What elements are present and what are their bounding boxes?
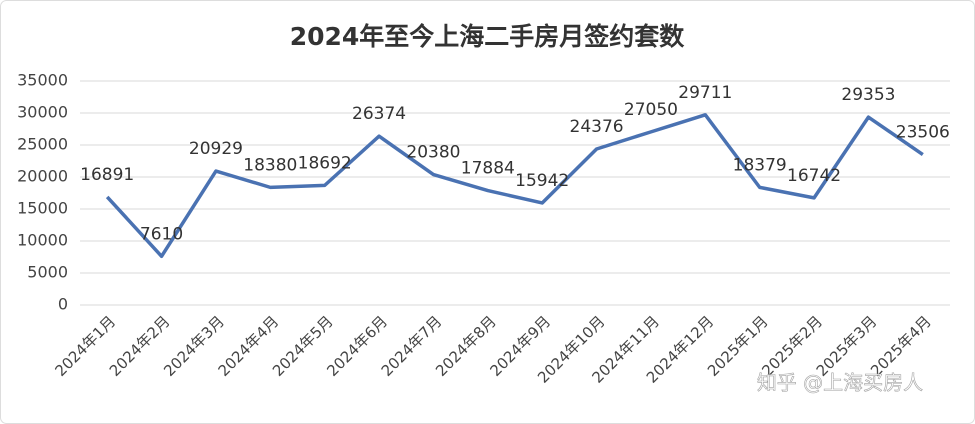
- data-label: 18692: [298, 153, 352, 173]
- y-tick-label: 5000: [27, 263, 68, 282]
- y-tick-label: 30000: [17, 103, 68, 122]
- data-label: 24376: [570, 117, 624, 137]
- data-label: 20380: [406, 143, 460, 163]
- y-tick-label: 20000: [17, 167, 68, 186]
- data-label: 16891: [80, 165, 134, 185]
- data-label: 18380: [243, 155, 297, 175]
- data-label: 20929: [189, 139, 243, 159]
- watermark: 知乎 @上海买房人: [757, 371, 923, 395]
- data-label: 7610: [140, 224, 183, 244]
- data-label: 26374: [352, 104, 406, 124]
- data-label: 16742: [787, 166, 841, 186]
- y-tick-label: 25000: [17, 135, 68, 154]
- y-tick-label: 35000: [17, 71, 68, 90]
- data-label: 15942: [515, 171, 569, 191]
- data-label: 18379: [733, 155, 787, 175]
- data-label: 29711: [678, 83, 732, 103]
- data-label: 29353: [841, 85, 895, 105]
- data-label: 23506: [896, 123, 950, 143]
- y-tick-label: 0: [58, 295, 68, 314]
- data-label: 27050: [624, 100, 678, 120]
- y-tick-label: 15000: [17, 199, 68, 218]
- y-tick-label: 10000: [17, 231, 68, 250]
- data-label: 17884: [461, 159, 515, 179]
- data-line: [105, 113, 924, 259]
- chart-title: 2024年至今上海二手房月签约套数: [290, 22, 686, 51]
